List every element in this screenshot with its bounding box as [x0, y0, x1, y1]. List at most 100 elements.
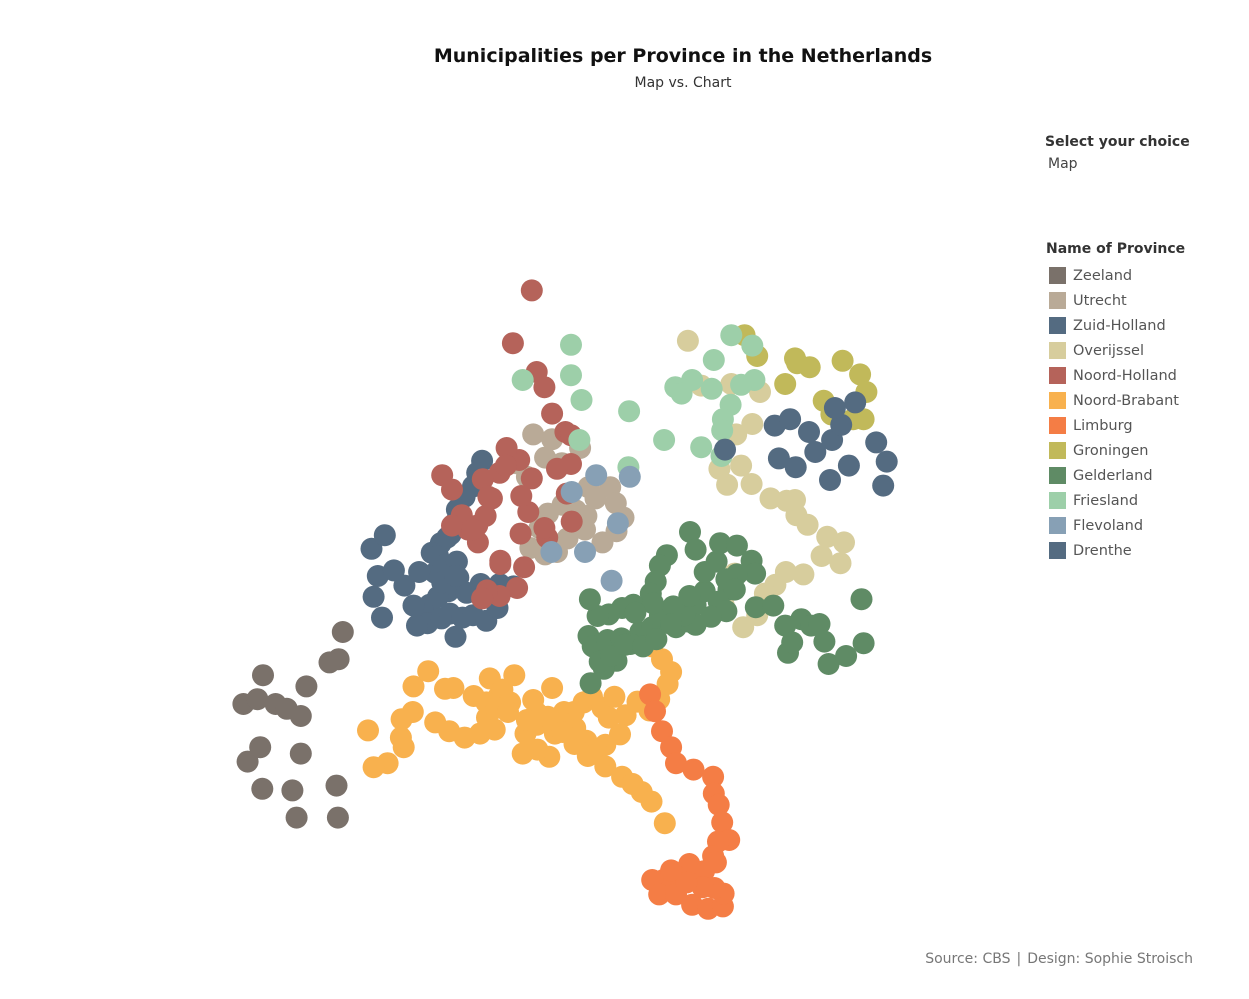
point-friesland[interactable]: [730, 373, 753, 396]
point-noord-holland[interactable]: [533, 376, 556, 399]
point-zuid-holland[interactable]: [393, 574, 416, 597]
legend-item[interactable]: Utrecht: [1046, 288, 1236, 313]
point-friesland[interactable]: [560, 364, 582, 387]
point-friesland[interactable]: [618, 400, 641, 423]
point-zeeland[interactable]: [326, 806, 349, 829]
point-overijssel[interactable]: [741, 413, 764, 435]
point-noord-holland[interactable]: [431, 464, 454, 487]
point-gelderland[interactable]: [679, 521, 701, 543]
point-zuid-holland[interactable]: [406, 614, 428, 637]
point-limburg[interactable]: [648, 883, 671, 906]
point-overijssel[interactable]: [716, 473, 739, 496]
point-gelderland[interactable]: [781, 631, 804, 654]
point-drenthe[interactable]: [844, 391, 867, 414]
point-gelderland[interactable]: [613, 633, 636, 656]
point-gelderland[interactable]: [762, 594, 785, 617]
point-friesland[interactable]: [511, 369, 534, 391]
point-zeeland[interactable]: [318, 651, 341, 674]
point-zeeland[interactable]: [325, 774, 348, 797]
point-groningen[interactable]: [852, 408, 875, 431]
point-noord-brabant[interactable]: [402, 675, 425, 698]
point-gelderland[interactable]: [835, 645, 858, 667]
point-friesland[interactable]: [568, 429, 591, 451]
point-noord-brabant[interactable]: [594, 755, 617, 778]
point-utrecht[interactable]: [522, 423, 545, 446]
legend-item[interactable]: Overijssel: [1046, 338, 1236, 363]
point-overijssel[interactable]: [810, 545, 833, 567]
point-noord-holland[interactable]: [471, 587, 494, 610]
point-flevoland[interactable]: [585, 464, 608, 487]
point-drenthe[interactable]: [819, 469, 841, 491]
point-zuid-holland[interactable]: [444, 625, 467, 648]
point-noord-brabant[interactable]: [389, 726, 412, 749]
point-gelderland[interactable]: [705, 550, 728, 573]
legend-item[interactable]: Flevoland: [1046, 513, 1236, 538]
point-gelderland[interactable]: [744, 562, 767, 585]
point-noord-holland[interactable]: [520, 467, 543, 490]
point-utrecht[interactable]: [591, 531, 614, 554]
point-limburg[interactable]: [644, 700, 666, 723]
point-zuid-holland[interactable]: [362, 585, 385, 608]
point-limburg[interactable]: [639, 683, 662, 706]
point-drenthe[interactable]: [804, 441, 827, 463]
point-noord-holland[interactable]: [495, 437, 518, 459]
point-limburg[interactable]: [707, 793, 730, 816]
point-flevoland[interactable]: [540, 541, 563, 563]
point-noord-holland[interactable]: [477, 485, 500, 508]
legend-item[interactable]: Friesland: [1046, 488, 1236, 513]
point-limburg[interactable]: [711, 811, 734, 834]
point-noord-holland[interactable]: [509, 522, 532, 545]
point-zeeland[interactable]: [246, 688, 269, 711]
point-gelderland[interactable]: [660, 613, 683, 635]
point-overijssel[interactable]: [759, 487, 782, 510]
point-noord-brabant[interactable]: [442, 677, 465, 699]
point-noord-holland[interactable]: [461, 518, 484, 541]
point-friesland[interactable]: [690, 436, 713, 459]
point-noord-brabant[interactable]: [503, 664, 526, 687]
point-gelderland[interactable]: [744, 596, 767, 619]
point-gelderland[interactable]: [709, 532, 732, 555]
point-zuid-holland[interactable]: [373, 524, 396, 547]
point-drenthe[interactable]: [872, 474, 895, 497]
point-overijssel[interactable]: [796, 513, 819, 536]
point-gelderland[interactable]: [808, 613, 831, 635]
point-overijssel[interactable]: [792, 563, 815, 586]
point-groningen[interactable]: [798, 356, 821, 379]
point-limburg[interactable]: [702, 765, 725, 788]
point-flevoland[interactable]: [574, 541, 596, 563]
point-gelderland[interactable]: [578, 588, 601, 611]
point-friesland[interactable]: [653, 429, 676, 451]
point-gelderland[interactable]: [624, 601, 647, 624]
point-flevoland[interactable]: [606, 512, 629, 535]
point-gelderland[interactable]: [641, 592, 664, 615]
point-flevoland[interactable]: [600, 569, 623, 592]
point-limburg[interactable]: [665, 752, 687, 775]
point-friesland[interactable]: [720, 324, 743, 347]
point-noord-brabant[interactable]: [417, 660, 440, 683]
point-overijssel[interactable]: [732, 616, 755, 639]
point-drenthe[interactable]: [798, 421, 820, 443]
point-noord-brabant[interactable]: [541, 677, 564, 699]
legend-item[interactable]: Zeeland: [1046, 263, 1236, 288]
point-noord-holland[interactable]: [533, 517, 556, 539]
point-gelderland[interactable]: [852, 632, 875, 655]
point-flevoland[interactable]: [618, 465, 641, 488]
point-noord-holland[interactable]: [520, 279, 543, 302]
point-noord-holland[interactable]: [513, 556, 536, 579]
point-noord-brabant[interactable]: [424, 711, 447, 734]
point-noord-holland[interactable]: [494, 454, 517, 477]
point-groningen[interactable]: [849, 363, 872, 386]
point-zuid-holland[interactable]: [371, 606, 393, 629]
point-gelderland[interactable]: [725, 534, 748, 557]
point-gelderland[interactable]: [850, 588, 873, 611]
point-limburg[interactable]: [651, 720, 673, 743]
point-noord-brabant[interactable]: [653, 812, 676, 835]
legend-item[interactable]: Zuid-Holland: [1046, 313, 1236, 338]
point-noord-brabant[interactable]: [357, 719, 379, 742]
point-zeeland[interactable]: [236, 750, 259, 773]
point-noord-holland[interactable]: [489, 553, 512, 575]
legend-item[interactable]: Groningen: [1046, 438, 1236, 463]
point-gelderland[interactable]: [662, 595, 685, 618]
point-overijssel[interactable]: [730, 454, 753, 477]
point-zeeland[interactable]: [281, 779, 304, 802]
